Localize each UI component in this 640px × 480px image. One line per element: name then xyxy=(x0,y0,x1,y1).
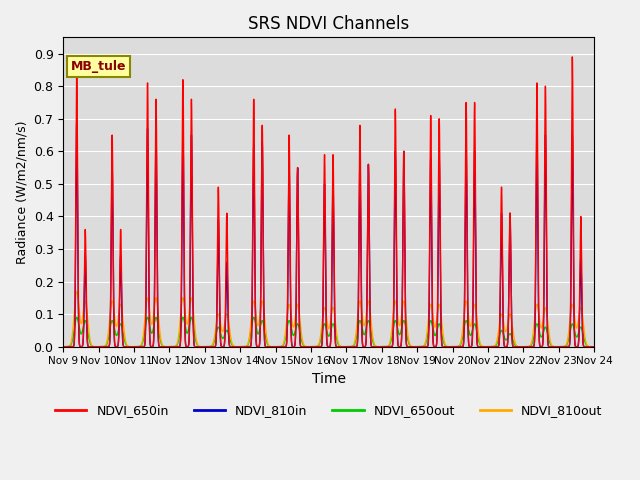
X-axis label: Time: Time xyxy=(312,372,346,386)
Title: SRS NDVI Channels: SRS NDVI Channels xyxy=(248,15,410,33)
Legend: NDVI_650in, NDVI_810in, NDVI_650out, NDVI_810out: NDVI_650in, NDVI_810in, NDVI_650out, NDV… xyxy=(50,399,607,422)
Y-axis label: Radiance (W/m2/nm/s): Radiance (W/m2/nm/s) xyxy=(15,120,28,264)
Text: MB_tule: MB_tule xyxy=(71,60,127,73)
